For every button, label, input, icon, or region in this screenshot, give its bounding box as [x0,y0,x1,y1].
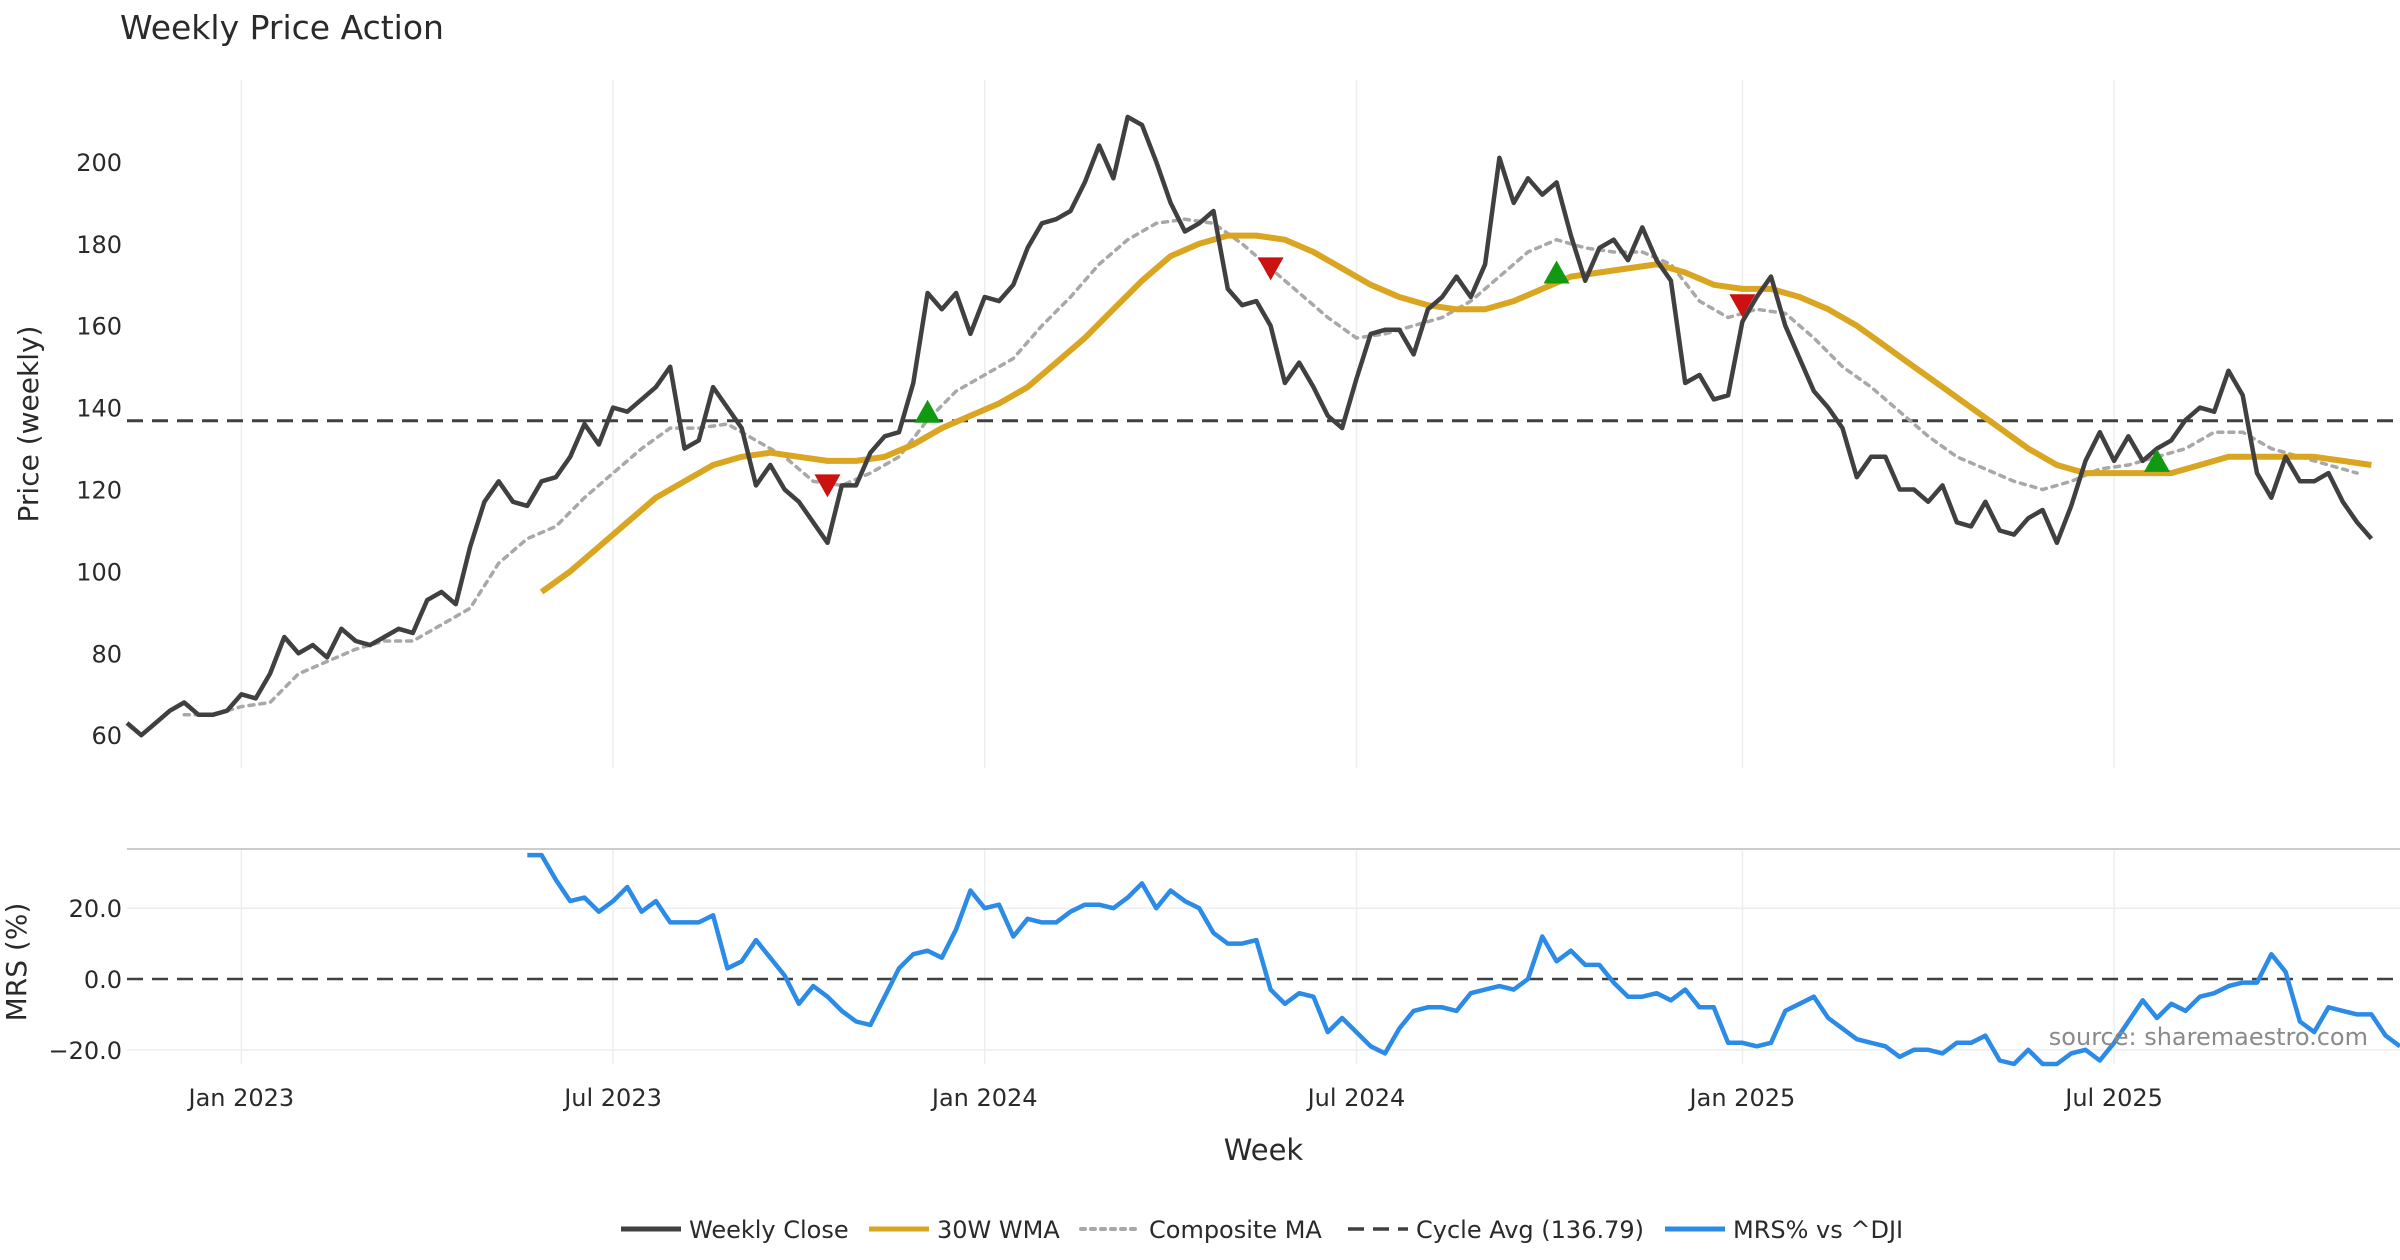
x-tick-label: Jul 2024 [1306,1084,1406,1112]
composite-ma-line [182,217,2359,717]
price-y-tick-label: 100 [76,558,122,586]
price-y-tick-label: 80 [91,640,122,668]
buy-signal-marker [914,399,941,423]
weekly-close-line [125,114,2374,738]
legend: Weekly Close 30W WMA Composite MA Cycle Avg… [621,1216,1903,1244]
mrs-y-tick-label: 0.0 [84,966,122,994]
x-axis-label: Week [1224,1133,1304,1167]
x-tick-label: Jan 2024 [930,1084,1038,1112]
legend-label: MRS% vs ^DJI [1733,1216,1903,1244]
x-tick-label: Jan 2023 [187,1084,295,1112]
watermark-text: source: sharemaestro.com [2049,1023,2368,1051]
x-tick-label: Jul 2025 [2063,1084,2163,1112]
legend-label: Composite MA [1149,1216,1322,1244]
mrs-y-tick-label: −20.0 [48,1037,122,1065]
wma-30w-line [539,232,2372,595]
sell-signal-marker [1729,294,1756,318]
chart-title: Weekly Price Action [120,8,444,47]
price-y-tick-label: 200 [76,149,122,177]
price-y-tick-label: 160 [76,313,122,341]
sell-signal-marker [814,474,841,498]
grid-layer [127,80,2400,1064]
price-y-tick-label: 140 [76,395,122,423]
sell-signal-marker [1257,257,1284,281]
price-y-tick-label: 60 [91,722,122,750]
legend-label: Cycle Avg (136.79) [1416,1216,1644,1244]
buy-signal-marker [2143,448,2170,472]
mrs-line [527,852,2400,1067]
mrs-panel: source: sharemaestro.com [127,852,2400,1067]
price-y-axis-label: Price (weekly) [12,326,45,523]
price-y-tick-label: 120 [76,477,122,505]
mrs-y-tick-label: 20.0 [69,895,122,923]
legend-label: 30W WMA [937,1216,1060,1244]
x-tick-label: Jan 2025 [1688,1084,1796,1112]
mrs-y-axis-label: MRS (%) [0,903,33,1022]
legend-label: Weekly Close [689,1216,849,1244]
price-y-tick-label: 180 [76,231,122,259]
buy-signal-marker [1543,260,1570,284]
price-panel [125,114,2400,738]
axes-layer: Jan 2023 Jul 2023 Jan 2024 Jul 2024 Jan 2025… [0,149,2163,1167]
x-tick-label: Jul 2023 [562,1084,662,1112]
